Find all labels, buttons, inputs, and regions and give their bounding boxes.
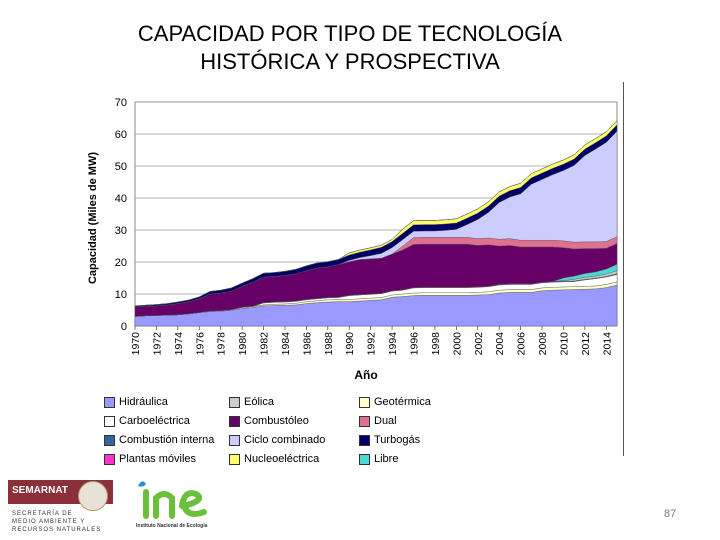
legend-label: Hidráulica <box>119 396 168 408</box>
ine-logo: Instituto Nacional de Ecología <box>134 476 234 536</box>
semarnat-subtitle: SECRETARÍA DE MEDIO AMBIENTE Y RECURSOS … <box>12 511 102 533</box>
legend-item: Plantas móviles <box>104 453 196 465</box>
ine-mark-icon <box>138 481 207 519</box>
y-tick-label: 70 <box>115 97 127 109</box>
legend-swatch <box>104 434 115 446</box>
legend-swatch <box>104 415 115 427</box>
slide-title: CAPACIDAD POR TIPO DE TECNOLOGÍA HISTÓRI… <box>137 21 563 74</box>
legend-swatch <box>229 434 240 446</box>
legend-swatch <box>359 434 370 446</box>
legend-label: Libre <box>374 453 399 465</box>
x-tick-label: 1996 <box>408 332 420 356</box>
ine-caption: Instituto Nacional de Ecología <box>136 523 208 529</box>
legend-swatch <box>229 396 240 408</box>
legend-swatch <box>359 415 370 427</box>
y-tick-label: 20 <box>115 257 127 269</box>
x-tick-label: 1990 <box>344 332 356 356</box>
x-tick-label: 1982 <box>259 332 271 356</box>
legend-label: Nucleoeléctrica <box>244 453 320 465</box>
x-tick-label: 1992 <box>366 332 378 356</box>
axes: 0 10 20 30 40 50 60 70 1970 1972 1974 1976 1978 1980 1… <box>87 97 613 382</box>
x-tick-label: 2004 <box>494 332 506 356</box>
x-tick-label: 2012 <box>580 332 592 356</box>
legend-label: Dual <box>374 415 397 427</box>
y-tick-label: 60 <box>115 129 127 141</box>
semarnat-name: SEMARNAT <box>12 485 68 496</box>
area-series <box>134 120 618 327</box>
y-tick-label: 50 <box>115 161 127 173</box>
legend-item: Combustión interna <box>104 434 214 446</box>
y-tick-label: 0 <box>121 321 127 333</box>
legend-item: Combustóleo <box>229 415 309 427</box>
legend-item: Ciclo combinado <box>229 434 325 446</box>
legend-swatch <box>229 453 240 465</box>
divider <box>623 82 624 456</box>
x-tick-label: 1994 <box>387 332 399 356</box>
legend-item: Carboeléctrica <box>104 415 190 427</box>
y-tick-label: 30 <box>115 225 127 237</box>
legend-item: Libre <box>359 453 398 465</box>
y-tick-label: 40 <box>115 193 127 205</box>
legend-label: Carboeléctrica <box>119 415 190 427</box>
legend-swatch <box>359 453 370 465</box>
x-tick-label: 2008 <box>537 332 549 356</box>
x-tick-label: 1978 <box>216 332 228 356</box>
area-plantas-móviles <box>134 120 618 307</box>
legend-swatch <box>104 453 115 465</box>
legend-item: Hidráulica <box>104 396 168 408</box>
legend-item: Geotérmica <box>359 396 431 408</box>
x-tick-label: 2010 <box>558 332 570 356</box>
x-tick-label: 1980 <box>237 332 249 356</box>
legend-item: Eólica <box>229 396 274 408</box>
legend-label: Combustóleo <box>244 415 309 427</box>
x-tick-label: 2014 <box>601 332 613 356</box>
x-tick-label: 1970 <box>130 332 142 356</box>
y-tick-label: 10 <box>115 289 127 301</box>
legend-swatch <box>359 396 370 408</box>
x-tick-label: 1984 <box>280 332 292 356</box>
legend-label: Eólica <box>244 396 274 408</box>
legend-label: Ciclo combinado <box>244 434 326 446</box>
legend-swatch <box>104 396 115 408</box>
x-tick-label: 2006 <box>516 332 528 356</box>
legend-item: Turbogás <box>359 434 420 446</box>
y-axis-label: Capacidad (Miles de MW) <box>87 152 99 284</box>
x-tick-label: 2002 <box>473 332 485 356</box>
legend-label: Turbogás <box>374 434 421 446</box>
semarnat-logo: SEMARNAT SECRETARÍA DE MEDIO AMBIENTE Y … <box>8 480 113 538</box>
x-tick-label: 1972 <box>151 332 163 356</box>
x-tick-label: 1986 <box>301 332 313 356</box>
x-tick-label: 1974 <box>173 332 185 356</box>
legend-item: Dual <box>359 415 397 427</box>
legend-swatch <box>229 415 240 427</box>
legend-item: Nucleoeléctrica <box>229 453 319 465</box>
legend-label: Geotérmica <box>374 396 431 408</box>
x-tick-label: 1988 <box>323 332 335 356</box>
x-tick-label: 1998 <box>430 332 442 356</box>
x-axis-label: Año <box>354 368 377 382</box>
national-seal-icon <box>78 481 108 511</box>
page-number: 87 <box>664 508 677 520</box>
x-tick-label: 2000 <box>451 332 463 356</box>
legend-label: Plantas móviles <box>119 453 197 465</box>
x-tick-label: 1976 <box>194 332 206 356</box>
legend-label: Combustión interna <box>119 434 215 446</box>
